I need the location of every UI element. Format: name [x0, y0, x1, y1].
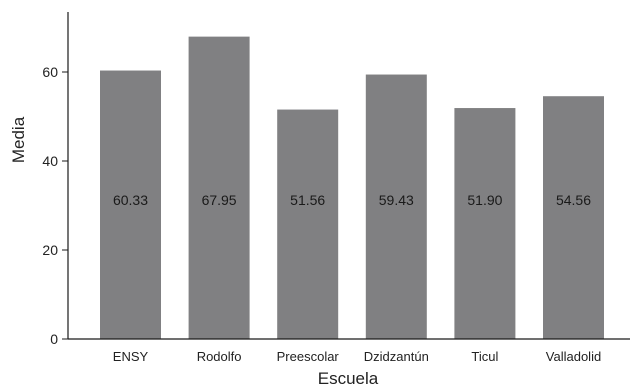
bar-value-label: 67.95: [202, 192, 237, 208]
x-tick-label: Preescolar: [277, 349, 340, 364]
x-tick-label: Ticul: [471, 349, 498, 364]
bar-value-label: 60.33: [113, 192, 148, 208]
x-axis-title: Escuela: [318, 369, 379, 388]
bar-value-label: 59.43: [379, 192, 414, 208]
y-tick-label: 0: [50, 331, 58, 347]
x-tick-label: Dzidzantún: [364, 349, 429, 364]
y-tick-label: 40: [42, 153, 58, 169]
x-tick-label: Valladolid: [546, 349, 601, 364]
y-axis-ticks: 0 20 40 60: [42, 64, 68, 347]
bar: [543, 96, 604, 339]
bar: [100, 70, 161, 340]
y-tick-label: 60: [42, 64, 58, 80]
bars: [100, 36, 604, 340]
bar: [188, 36, 250, 340]
x-tick-label: Rodolfo: [197, 349, 242, 364]
bar-value-label: 54.56: [556, 192, 591, 208]
y-axis-title: Media: [9, 116, 28, 163]
data-labels: 60.33 67.95 51.56 59.43 51.90 54.56: [113, 192, 591, 208]
x-tick-label: ENSY: [113, 349, 149, 364]
x-axis-labels: ENSY Rodolfo Preescolar Dzidzantún Ticul Vall…: [113, 349, 601, 364]
bar: [277, 109, 339, 339]
y-tick-label: 20: [42, 242, 58, 258]
bar-value-label: 51.90: [467, 192, 502, 208]
bar-value-label: 51.56: [290, 192, 325, 208]
bar: [454, 108, 516, 339]
bar: [365, 74, 427, 339]
